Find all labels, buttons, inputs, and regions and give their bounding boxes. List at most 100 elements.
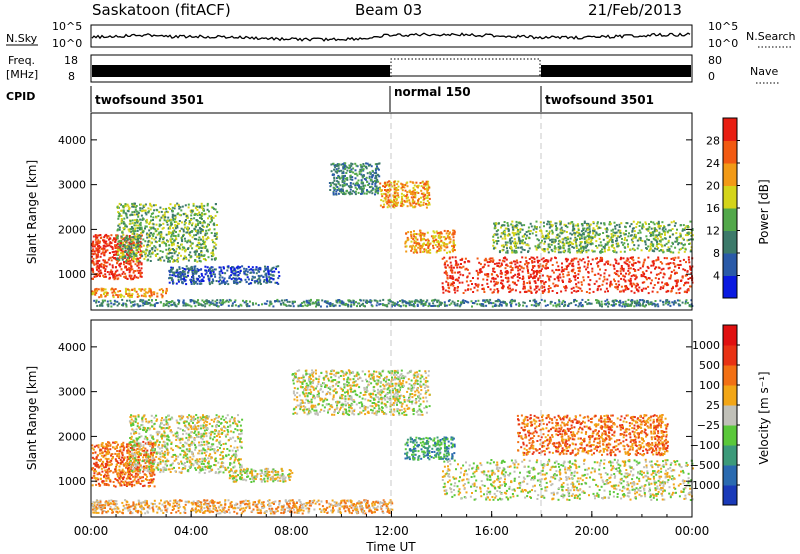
power-pixel bbox=[252, 271, 255, 274]
power-pixel bbox=[212, 241, 215, 244]
power-pixel bbox=[546, 223, 549, 226]
power-pixel bbox=[343, 182, 346, 185]
power-pixel bbox=[133, 224, 136, 227]
power-pixel bbox=[149, 260, 152, 262]
power-pixel bbox=[99, 275, 101, 278]
power-pixel bbox=[596, 262, 599, 265]
power-pixel bbox=[587, 271, 590, 273]
power-pixel bbox=[172, 217, 175, 220]
power-pixel bbox=[559, 223, 562, 226]
power-pixel bbox=[125, 260, 127, 263]
power-pixel bbox=[218, 301, 221, 304]
power-pixel bbox=[414, 233, 417, 235]
power-pixel bbox=[159, 250, 162, 252]
power-pixel bbox=[646, 265, 649, 268]
power-pixel bbox=[551, 264, 554, 266]
power-pixel bbox=[612, 228, 614, 231]
power-pixel bbox=[597, 265, 600, 268]
power-pixel bbox=[263, 280, 265, 283]
power-pixel bbox=[374, 182, 377, 185]
power-pixel bbox=[637, 221, 639, 224]
power-pixel bbox=[610, 233, 613, 235]
power-pixel bbox=[267, 271, 270, 274]
power-pixel bbox=[122, 256, 125, 259]
power-pixel bbox=[149, 208, 152, 211]
power-pixel bbox=[652, 245, 655, 248]
power-pixel bbox=[416, 305, 419, 307]
power-pixel bbox=[541, 286, 544, 289]
power-pixel bbox=[669, 250, 672, 253]
power-pixel bbox=[687, 281, 690, 284]
power-pixel bbox=[283, 299, 286, 302]
power-pixel bbox=[493, 305, 496, 307]
power-pixel bbox=[211, 269, 214, 272]
power-pixel bbox=[133, 287, 136, 290]
power-pixel bbox=[412, 206, 415, 209]
power-pixel bbox=[199, 221, 202, 223]
power-pixel bbox=[637, 260, 640, 263]
power-pixel bbox=[666, 282, 669, 285]
power-pixel bbox=[330, 184, 333, 187]
power-pixel bbox=[343, 180, 346, 183]
power-pixel bbox=[637, 283, 639, 286]
power-pixel bbox=[574, 278, 577, 281]
power-pixel bbox=[165, 290, 168, 293]
power-pixel bbox=[618, 223, 621, 226]
power-pixel bbox=[501, 287, 504, 290]
power-pixel bbox=[544, 304, 547, 307]
power-pixel bbox=[657, 277, 660, 280]
power-pixel bbox=[617, 280, 620, 283]
power-pixel bbox=[670, 257, 673, 260]
power-pixel bbox=[645, 278, 648, 281]
power-pixel bbox=[519, 228, 522, 231]
power-pixel bbox=[643, 305, 646, 308]
power-pixel bbox=[119, 256, 122, 259]
power-pixel bbox=[567, 238, 570, 241]
power-pixel bbox=[626, 222, 629, 225]
power-pixel bbox=[275, 265, 278, 268]
power-pixel bbox=[503, 224, 506, 227]
power-pixel bbox=[319, 305, 322, 308]
power-pixel bbox=[140, 263, 143, 266]
power-pixel bbox=[395, 202, 398, 205]
power-pixel bbox=[460, 266, 463, 269]
power-pixel bbox=[591, 258, 594, 261]
power-pixel bbox=[112, 288, 115, 291]
power-pixel bbox=[589, 279, 592, 282]
power-pixel bbox=[169, 227, 172, 230]
power-pixel bbox=[604, 269, 607, 272]
power-pixel bbox=[578, 236, 581, 239]
power-pixel bbox=[186, 271, 189, 274]
power-pixel bbox=[627, 298, 630, 301]
power-pixel bbox=[415, 249, 418, 252]
power-pixel bbox=[134, 270, 137, 272]
power-pixel bbox=[142, 217, 145, 220]
power-pixel bbox=[196, 255, 199, 258]
power-pixel bbox=[140, 250, 142, 253]
power-pixel bbox=[516, 230, 519, 233]
power-pixel bbox=[95, 247, 98, 250]
power-pixel bbox=[626, 303, 628, 306]
power-pixel bbox=[244, 270, 247, 272]
power-pixel bbox=[388, 185, 391, 188]
power-pixel bbox=[566, 258, 569, 261]
power-pixel bbox=[190, 230, 193, 233]
power-pixel bbox=[109, 241, 112, 244]
power-pixel bbox=[453, 281, 455, 284]
power-pixel bbox=[137, 243, 140, 246]
power-pixel bbox=[360, 190, 363, 193]
power-pixel bbox=[418, 242, 421, 245]
power-pixel bbox=[465, 300, 468, 303]
power-pixel bbox=[631, 227, 634, 230]
power-pixel bbox=[168, 302, 171, 305]
power-pixel bbox=[646, 238, 649, 241]
power-pixel bbox=[412, 244, 415, 247]
power-pixel bbox=[666, 284, 669, 287]
power-pixel bbox=[645, 304, 647, 307]
power-pixel bbox=[503, 233, 506, 236]
power-pixel bbox=[131, 222, 134, 225]
power-pixel bbox=[134, 206, 137, 209]
power-pixel bbox=[254, 268, 257, 271]
power-pixel bbox=[624, 287, 627, 290]
power-pixel bbox=[129, 260, 132, 263]
